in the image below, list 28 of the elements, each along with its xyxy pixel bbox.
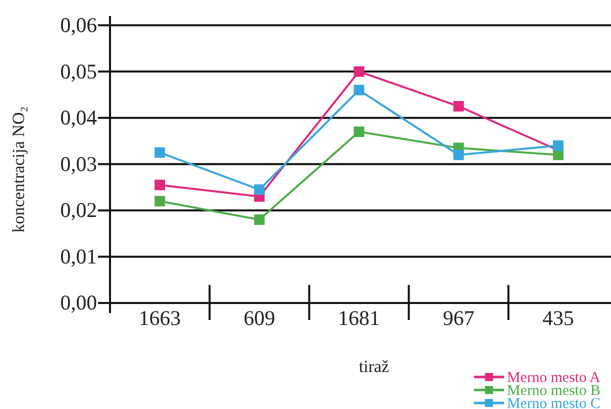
point: [254, 214, 265, 225]
x-tick-label: 1663: [138, 306, 181, 330]
y-tick-label: 0,01: [60, 244, 97, 268]
y-tick-label: 0,04: [60, 106, 98, 130]
legend-label: Merno mesto C: [507, 396, 600, 409]
legend-label: Merno mesto B: [507, 383, 600, 399]
point: [254, 184, 265, 195]
y-tick-label: 0,05: [60, 59, 97, 84]
point: [154, 180, 166, 190]
x-tick-label: 1681: [338, 306, 380, 330]
legend-label: Merno mesto A: [507, 370, 600, 386]
point: [354, 126, 364, 137]
point: [154, 196, 166, 206]
y-tick-label: 0,06: [60, 12, 97, 37]
point: [154, 147, 166, 158]
y-tick-label: 0,03: [60, 152, 97, 176]
point: [453, 150, 464, 160]
point: [354, 84, 364, 96]
point: [354, 66, 364, 77]
x-tick-label: 609: [244, 306, 276, 330]
y-tick-label: 0,00: [60, 290, 97, 315]
x-tick-label: 967: [442, 306, 474, 330]
x-tick-label: 435: [542, 306, 574, 330]
x-axis-title: tiraž: [358, 357, 390, 376]
point: [552, 140, 564, 151]
point: [453, 101, 464, 112]
y-tick-label: 0,02: [60, 198, 97, 222]
y-axis-title: koncentracija NO₂: [9, 106, 28, 233]
